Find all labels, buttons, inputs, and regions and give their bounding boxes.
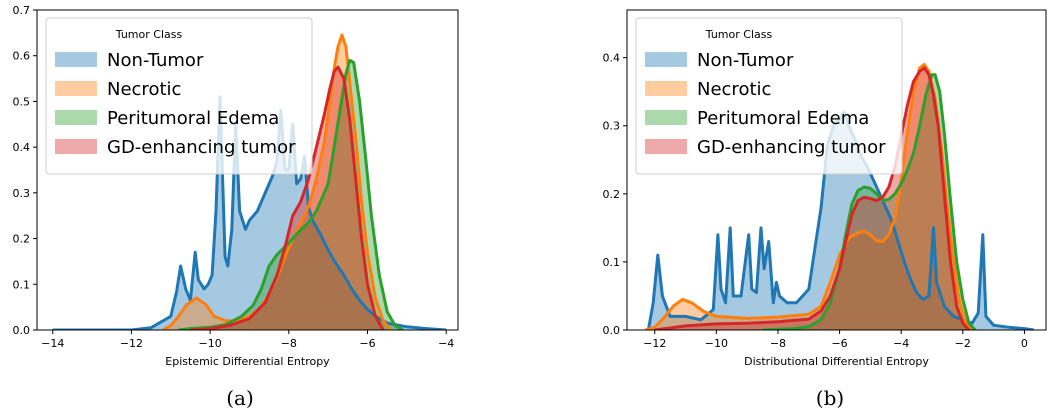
y-tick-label: 0.1 xyxy=(603,256,621,269)
plot-area xyxy=(52,33,447,330)
y-tick-label: 0.6 xyxy=(13,50,31,63)
x-tick-label: 0 xyxy=(1021,337,1028,350)
x-tick-label: −4 xyxy=(893,337,909,350)
chart-panel-a: −14 −12 −10 −8 −6 −4 0.0 0.1 0.2 0.3 0.4 0.5 0.6 0.7 E… xyxy=(13,4,459,410)
y-tick-label: 0.0 xyxy=(13,324,31,337)
legend-swatch xyxy=(645,81,687,96)
y-tick-label: 0.2 xyxy=(603,188,621,201)
x-tick-label: −6 xyxy=(359,337,375,350)
y-tick-label: 0.4 xyxy=(603,52,621,65)
plot-area xyxy=(645,63,1034,330)
x-tick-label: −14 xyxy=(41,337,64,350)
legend-title: Tumor Class xyxy=(705,28,773,41)
series-area-1 xyxy=(645,64,973,330)
legend-swatch xyxy=(645,139,687,154)
y-tick-label: 0.1 xyxy=(13,278,31,291)
x-axis-label: Epistemic Differential Entropy xyxy=(165,355,330,368)
x-tick-label: −4 xyxy=(438,337,454,350)
axes-frame xyxy=(36,9,459,331)
series-area-2 xyxy=(178,60,403,330)
legend-swatch xyxy=(55,52,97,67)
series-area-2 xyxy=(762,74,976,330)
x-tick-label: −8 xyxy=(770,337,786,350)
y-tick-label: 0.4 xyxy=(13,141,31,154)
legend-title: Tumor Class xyxy=(115,28,183,41)
series-area-0 xyxy=(52,96,447,330)
figure-caption: (a) xyxy=(226,386,254,410)
series-line-0 xyxy=(52,95,447,330)
legend-swatch xyxy=(55,139,97,154)
y-tick-label: 0.3 xyxy=(603,120,621,133)
legend-swatch xyxy=(645,52,687,67)
y-tick-label: 0.2 xyxy=(13,233,31,246)
legend-label: Necrotic xyxy=(107,79,181,100)
series-line-1 xyxy=(162,33,393,330)
legend-box xyxy=(635,17,903,175)
x-axis-label: Distributional Differential Entropy xyxy=(744,355,929,368)
figure-caption: (b) xyxy=(816,386,844,410)
legend-box xyxy=(45,17,313,175)
x-tick-label: −10 xyxy=(199,337,222,350)
legend-label: GD-enhancing tumor xyxy=(697,137,886,158)
x-tick-label: −8 xyxy=(281,337,297,350)
x-tick-label: −12 xyxy=(643,337,666,350)
legend-swatch xyxy=(645,110,687,125)
series-area-1 xyxy=(162,35,392,330)
axes-frame xyxy=(626,9,1047,331)
series-line-2 xyxy=(178,58,404,330)
x-tick-label: −2 xyxy=(955,337,971,350)
y-tick-label: 0.7 xyxy=(13,4,31,17)
y-tick-label: 0.0 xyxy=(603,324,621,337)
legend-swatch xyxy=(55,110,97,125)
legend-label: Peritumoral Edema xyxy=(107,108,279,129)
legend-label: Peritumoral Edema xyxy=(697,108,869,129)
series-area-3 xyxy=(654,67,969,330)
y-tick-label: 0.3 xyxy=(13,187,31,200)
legend-label: Non-Tumor xyxy=(107,50,204,71)
x-tick-label: −10 xyxy=(705,337,728,350)
y-tick-label: 0.5 xyxy=(13,95,31,108)
series-line-3 xyxy=(654,66,971,330)
x-tick-label: −12 xyxy=(120,337,143,350)
legend-label: Necrotic xyxy=(697,79,771,100)
x-tick-label: −6 xyxy=(831,337,847,350)
legend-label: Non-Tumor xyxy=(697,50,794,71)
chart-panel-b: −12 −10 −8 −6 −4 −2 0 0.0 0.1 0.2 0.3 0.4 Distributi… xyxy=(603,9,1047,410)
legend-swatch xyxy=(55,81,97,96)
series-line-3 xyxy=(190,65,385,330)
legend-label: GD-enhancing tumor xyxy=(107,137,296,158)
